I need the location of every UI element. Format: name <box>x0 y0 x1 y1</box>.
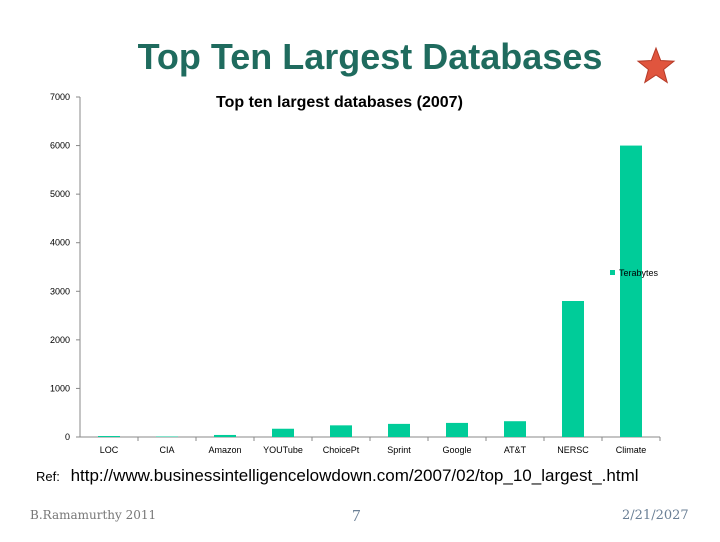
reference-label: Ref: <box>36 469 60 484</box>
slide-number: 7 <box>352 506 361 540</box>
x-tick-label: Google <box>442 445 471 455</box>
bar-google <box>446 423 468 437</box>
x-tick-label: Amazon <box>208 445 241 455</box>
y-tick-label: 3000 <box>50 286 70 296</box>
x-tick-label: Climate <box>616 445 647 455</box>
x-tick-label: ChoicePt <box>323 445 360 455</box>
x-tick-label: AT&T <box>504 445 527 455</box>
y-tick-label: 2000 <box>50 335 70 345</box>
bar-chart: 0 1000 2000 3000 4000 5000 6000 7000 LOC CIA Amazo… <box>0 0 720 500</box>
reference: Ref: http://www.businessintelligencelowd… <box>36 466 639 486</box>
y-tick-label: 7000 <box>50 92 70 102</box>
reference-url[interactable]: http://www.businessintelligencelowdown.c… <box>71 466 639 485</box>
footer-author: B.Ramamurthy 2011 <box>30 508 156 542</box>
bar-sprint <box>388 424 410 437</box>
y-tick-label: 5000 <box>50 189 70 199</box>
y-tick-label: 1000 <box>50 383 70 393</box>
bar-youtube <box>272 429 294 437</box>
y-tick-label: 0 <box>65 432 70 442</box>
x-tick-label: LOC <box>100 445 119 455</box>
legend-swatch <box>610 270 615 275</box>
bar-at-t <box>504 421 526 437</box>
x-tick-label: Sprint <box>387 445 411 455</box>
y-tick-label: 6000 <box>50 141 70 151</box>
x-tick-label: NERSC <box>557 445 589 455</box>
footer-date: 2/21/2027 <box>622 508 689 542</box>
bar-choicept <box>330 425 352 437</box>
bar-amazon <box>214 435 236 437</box>
bar-nersc <box>562 301 584 437</box>
y-tick-label: 4000 <box>50 238 70 248</box>
bar-climate <box>620 146 642 437</box>
bar-loc <box>98 436 120 437</box>
x-tick-label: YOUTube <box>263 445 303 455</box>
x-tick-label: CIA <box>159 445 174 455</box>
legend-label: Terabytes <box>619 268 659 278</box>
